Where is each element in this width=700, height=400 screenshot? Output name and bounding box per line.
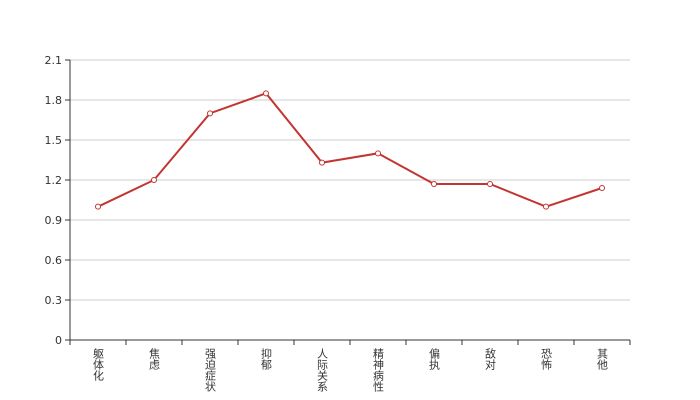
line — [97, 92, 603, 208]
point — [543, 203, 549, 210]
x-tick-label: 焦虑 — [148, 348, 161, 370]
y-tick-label: 0.6 — [45, 254, 63, 267]
y-tick-label: 2.1 — [45, 54, 63, 67]
point — [95, 203, 101, 210]
y-tick-label: 0.3 — [45, 294, 63, 307]
x-tick-label: 躯体化 — [92, 348, 105, 382]
point — [319, 159, 325, 166]
point — [487, 181, 493, 187]
point — [151, 177, 157, 183]
y-tick-label: 1.2 — [45, 174, 63, 187]
point — [431, 181, 437, 187]
y-tick-label: 0.9 — [45, 214, 63, 227]
x-tick-label: 敌对 — [484, 347, 497, 370]
x-tick-label: 抑郁 — [260, 347, 273, 370]
point — [207, 110, 213, 117]
y-tick-label: 0 — [55, 334, 62, 347]
y-tick-label: 1.8 — [45, 94, 63, 107]
x-tick-label: 精神病性 — [372, 348, 385, 393]
x-tick-label: 强迫症状 — [204, 348, 217, 392]
x-tick-label: 恐怖 — [540, 348, 553, 370]
y-tick-label: 1.5 — [45, 134, 63, 147]
x-tick-label: 偏执 — [428, 347, 441, 371]
point — [263, 90, 269, 97]
x-tick-label: 其他 — [596, 348, 609, 370]
point — [375, 150, 381, 157]
x-tick-label: 人际关系 — [316, 348, 329, 392]
point — [599, 185, 605, 191]
